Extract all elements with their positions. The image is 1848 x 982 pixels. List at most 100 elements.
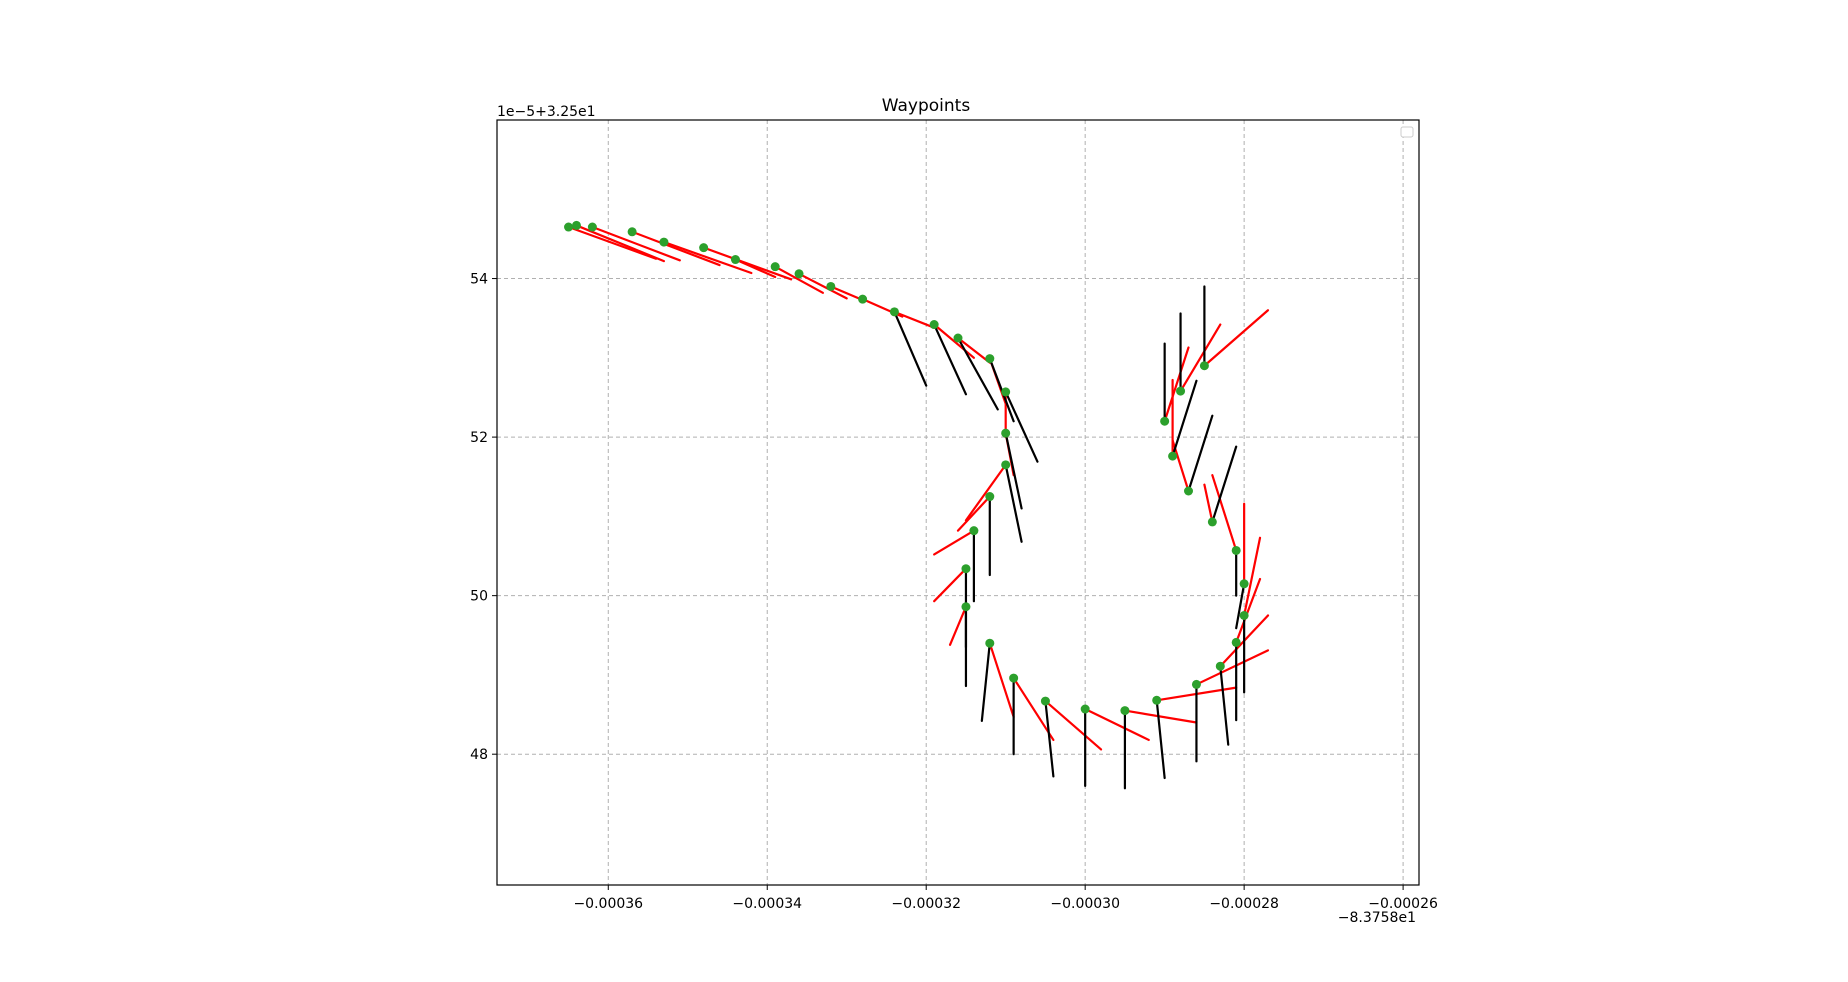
red-heading-line bbox=[1123, 709, 1198, 724]
x-tick-label: −0.00026 bbox=[1368, 896, 1438, 912]
black-heading-line bbox=[1004, 432, 1023, 510]
red-heading-line bbox=[956, 495, 991, 532]
waypoint-marker bbox=[1001, 428, 1011, 438]
red-heading-line bbox=[734, 258, 777, 279]
waypoint-marker bbox=[961, 564, 971, 574]
y-offset-label: 1e−5+3.25e1 bbox=[497, 104, 596, 120]
black-heading-line bbox=[933, 323, 968, 396]
waypoint-marker bbox=[1231, 637, 1241, 647]
red-heading-line bbox=[1084, 707, 1150, 742]
red-heading-line bbox=[1163, 346, 1190, 423]
waypoint-marker bbox=[1168, 451, 1178, 461]
black-heading-line bbox=[1044, 699, 1055, 778]
waypoint-marker bbox=[699, 243, 709, 253]
x-tick-label: −0.00034 bbox=[732, 896, 802, 912]
waypoint-marker bbox=[826, 281, 836, 291]
waypoint-marker bbox=[985, 354, 995, 364]
black-heading-line bbox=[1004, 463, 1023, 543]
waypoint-marker bbox=[794, 269, 804, 279]
chart-title: Waypoints bbox=[882, 96, 971, 116]
waypoint-marker bbox=[1231, 545, 1241, 555]
waypoint-marker bbox=[1001, 387, 1011, 397]
red-heading-line bbox=[774, 265, 824, 294]
y-tick-label: 50 bbox=[470, 589, 488, 605]
waypoint-marker bbox=[1191, 679, 1201, 689]
waypoint-marker bbox=[1176, 386, 1186, 396]
black-heading-line bbox=[893, 310, 928, 387]
axis-ticks: −0.00036 −0.00034 −0.00032 −0.00030 −0.00028… bbox=[470, 272, 1438, 912]
red-heading-line bbox=[797, 272, 848, 300]
black-heading-line bbox=[1187, 414, 1214, 493]
red-heading-line bbox=[1044, 699, 1103, 751]
red-heading-line bbox=[662, 240, 753, 275]
waypoint-marker bbox=[953, 333, 963, 343]
y-tick-label: 52 bbox=[470, 430, 488, 446]
red-heading-line bbox=[893, 310, 936, 329]
red-heading-line bbox=[1243, 536, 1262, 617]
legend-box bbox=[1400, 126, 1414, 138]
black-heading-lines bbox=[893, 285, 1246, 790]
x-offset-label: −8.3758e1 bbox=[1338, 910, 1416, 926]
red-heading-line bbox=[1203, 483, 1214, 524]
waypoint-marker bbox=[1001, 460, 1011, 470]
waypoint-marker bbox=[1040, 696, 1050, 706]
black-heading-line bbox=[1004, 390, 1039, 463]
waypoint-marker bbox=[1239, 579, 1249, 589]
red-heading-line bbox=[575, 224, 666, 263]
red-heading-line bbox=[964, 463, 1007, 522]
red-heading-lines bbox=[567, 224, 1270, 751]
y-tick-label: 54 bbox=[470, 272, 488, 288]
black-heading-line bbox=[1155, 699, 1166, 780]
waypoint-marker bbox=[961, 602, 971, 612]
red-heading-line bbox=[933, 323, 975, 359]
x-tick-label: −0.00036 bbox=[573, 896, 643, 912]
waypoint-marker bbox=[770, 262, 780, 272]
waypoint-marker bbox=[985, 638, 995, 648]
red-heading-line bbox=[567, 225, 658, 260]
waypoint-marker bbox=[1199, 361, 1209, 371]
y-tick-label: 48 bbox=[470, 747, 488, 763]
waypoint-marker bbox=[587, 222, 597, 232]
waypoint-marker bbox=[969, 526, 979, 536]
black-heading-line bbox=[980, 642, 991, 723]
waypoint-marker bbox=[571, 220, 581, 230]
red-heading-line bbox=[829, 285, 864, 302]
waypoint-marker bbox=[1160, 416, 1170, 426]
red-heading-line bbox=[988, 642, 1015, 719]
red-heading-line bbox=[1203, 309, 1270, 367]
red-heading-line bbox=[956, 336, 991, 364]
red-heading-line bbox=[1235, 577, 1262, 644]
waypoint-marker bbox=[1009, 673, 1019, 683]
black-heading-line bbox=[1211, 445, 1238, 524]
plot-area-frame bbox=[496, 119, 1420, 886]
waypoint-marker bbox=[1120, 706, 1130, 716]
waypoint-marker bbox=[858, 294, 868, 304]
red-heading-line bbox=[933, 529, 975, 556]
waypoint-marker bbox=[1152, 695, 1162, 705]
waypoint-marker bbox=[659, 237, 669, 247]
waypoint-marker bbox=[889, 307, 899, 317]
black-heading-line bbox=[1219, 665, 1230, 746]
red-heading-line bbox=[948, 605, 968, 646]
red-heading-line bbox=[1012, 676, 1055, 742]
waypoint-marker bbox=[1080, 704, 1090, 714]
red-heading-line bbox=[933, 567, 968, 603]
waypoint-marker bbox=[1215, 661, 1225, 671]
x-tick-label: −0.00030 bbox=[1050, 896, 1120, 912]
red-heading-line bbox=[1195, 649, 1270, 686]
red-heading-line bbox=[591, 225, 681, 262]
waypoint-marker bbox=[1239, 610, 1249, 620]
black-heading-line bbox=[1171, 379, 1198, 458]
black-heading-line bbox=[1235, 582, 1246, 630]
x-tick-label: −0.00032 bbox=[891, 896, 961, 912]
red-heading-line bbox=[702, 246, 793, 281]
waypoint-marker bbox=[730, 255, 740, 265]
waypoint-marker bbox=[929, 320, 939, 330]
black-heading-line bbox=[956, 336, 999, 411]
red-heading-line bbox=[1211, 474, 1238, 552]
waypoint-marker bbox=[564, 222, 574, 232]
red-heading-line bbox=[1179, 323, 1222, 393]
waypoint-marker bbox=[985, 492, 995, 502]
waypoint-marker bbox=[1184, 486, 1193, 496]
